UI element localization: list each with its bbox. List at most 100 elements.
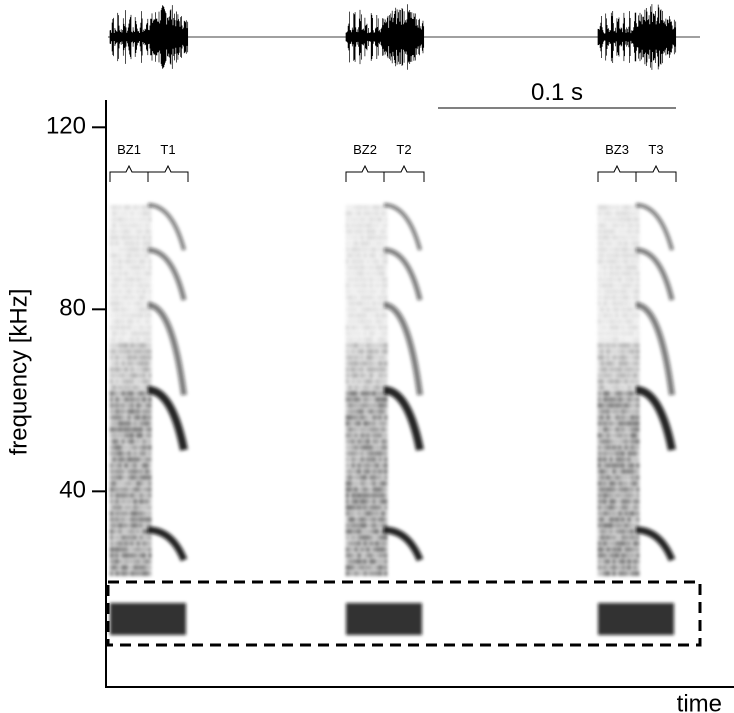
spec-cell [382, 535, 385, 540]
spec-cell [376, 517, 379, 522]
spec-cell [134, 265, 137, 270]
spec-cell [379, 541, 382, 546]
spec-cell [122, 475, 125, 480]
spec-cell [637, 205, 640, 210]
spec-cell [355, 265, 358, 270]
spec-cell [113, 385, 116, 390]
spec-cell [364, 445, 367, 450]
spec-cell [355, 505, 358, 510]
spec-cell [616, 457, 619, 462]
spec-cell [143, 505, 146, 510]
spec-cell [113, 523, 116, 528]
spec-cell [358, 481, 361, 486]
spec-cell [361, 481, 364, 486]
spec-cell [625, 535, 628, 540]
spec-cell [149, 397, 152, 402]
spec-cell [358, 409, 361, 414]
spec-cell [379, 445, 382, 450]
spec-cell [146, 205, 149, 210]
spec-cell [619, 523, 622, 528]
spec-cell [349, 559, 352, 564]
spec-cell [137, 505, 140, 510]
spec-cell [149, 283, 152, 288]
spec-cell [610, 403, 613, 408]
spec-cell [607, 499, 610, 504]
spec-cell [616, 397, 619, 402]
spec-cell [349, 421, 352, 426]
spec-cell [143, 241, 146, 246]
spec-cell [376, 469, 379, 474]
spec-cell [149, 565, 152, 570]
spec-cell [619, 325, 622, 330]
spec-cell [637, 559, 640, 564]
spec-cell [634, 571, 637, 576]
spec-cell [610, 481, 613, 486]
spec-cell [622, 535, 625, 540]
spec-cell [349, 211, 352, 216]
spec-cell [634, 433, 637, 438]
spec-cell [385, 457, 388, 462]
spec-cell [361, 517, 364, 522]
spec-cell [119, 373, 122, 378]
spec-cell [373, 391, 376, 396]
spec-cell [613, 277, 616, 282]
spec-cell [376, 265, 379, 270]
spec-cell [373, 415, 376, 420]
spec-cell [146, 301, 149, 306]
spec-cell [119, 343, 122, 348]
spec-cell [361, 283, 364, 288]
spec-cell [110, 319, 113, 324]
spec-cell [619, 427, 622, 432]
spec-cell [355, 337, 358, 342]
spec-cell [607, 217, 610, 222]
spec-cell [370, 241, 373, 246]
spec-cell [631, 421, 634, 426]
spec-cell [143, 445, 146, 450]
spec-cell [358, 439, 361, 444]
spec-cell [128, 247, 131, 252]
spec-cell [134, 277, 137, 282]
spec-cell [604, 499, 607, 504]
spec-cell [346, 337, 349, 342]
spec-cell [116, 565, 119, 570]
spec-cell [364, 427, 367, 432]
spec-cell [346, 373, 349, 378]
spec-cell [637, 541, 640, 546]
spec-cell [146, 307, 149, 312]
spec-cell [370, 259, 373, 264]
spec-cell [137, 217, 140, 222]
spec-cell [143, 337, 146, 342]
spec-cell [113, 289, 116, 294]
spec-cell [619, 517, 622, 522]
spec-cell [604, 385, 607, 390]
spec-cell [367, 565, 370, 570]
spec-cell [134, 289, 137, 294]
spec-cell [364, 439, 367, 444]
spec-cell [346, 265, 349, 270]
spec-cell [373, 247, 376, 252]
spec-cell [349, 529, 352, 534]
spec-cell [119, 325, 122, 330]
spec-cell [619, 391, 622, 396]
spec-cell [376, 523, 379, 528]
spec-cell [110, 457, 113, 462]
spec-cell [370, 433, 373, 438]
spec-cell [616, 469, 619, 474]
spec-cell [110, 337, 113, 342]
spec-cell [122, 523, 125, 528]
spec-cell [361, 277, 364, 282]
spec-cell [358, 271, 361, 276]
spec-cell [625, 277, 628, 282]
spec-cell [601, 553, 604, 558]
spec-cell [613, 481, 616, 486]
spec-cell [373, 265, 376, 270]
spec-cell [376, 529, 379, 534]
spec-cell [628, 559, 631, 564]
spec-cell [613, 463, 616, 468]
spec-cell [116, 433, 119, 438]
spec-sweep [147, 526, 188, 562]
spec-cell [140, 337, 143, 342]
spec-cell [361, 325, 364, 330]
spec-cell [622, 529, 625, 534]
spec-cell [625, 433, 628, 438]
